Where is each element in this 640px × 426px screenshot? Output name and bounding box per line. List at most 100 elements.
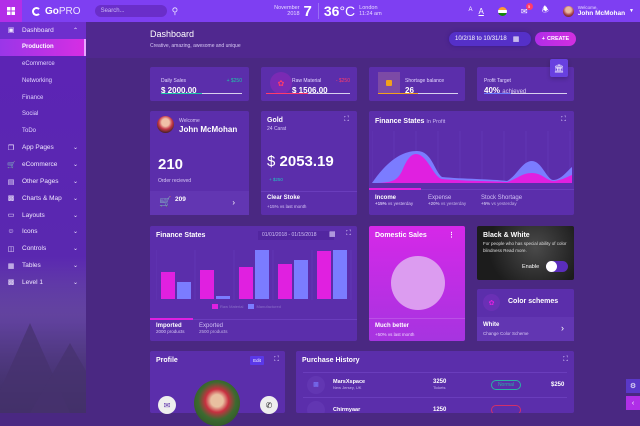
chevron-down-icon: ⌄ bbox=[72, 179, 78, 186]
stat-change: + $250 bbox=[226, 78, 242, 84]
search-icon[interactable]: ⚲ bbox=[171, 5, 179, 16]
sidebar-item-controls[interactable]: ◫ Controls ⌄ bbox=[0, 240, 86, 257]
status-badge: Normal bbox=[491, 379, 521, 390]
tab-stock-shortage[interactable]: Stock Shortage +5% vs yesterday bbox=[481, 195, 522, 206]
logo[interactable]: Go PRO bbox=[32, 6, 81, 17]
expand-icon[interactable]: ⛶ bbox=[344, 116, 349, 123]
main-content: Dashboard Creative, amazing, awesome and… bbox=[86, 22, 640, 426]
expand-icon[interactable]: ⛶ bbox=[561, 116, 566, 123]
chevron-right-icon[interactable]: › bbox=[561, 323, 564, 333]
sidebar-sub-todo[interactable]: ToDo bbox=[22, 128, 37, 135]
sidebar-item-icons[interactable]: ☺ Icons ⌄ bbox=[0, 224, 86, 241]
products-footer[interactable]: 🛒 209 › bbox=[150, 191, 249, 215]
bar-chart-icon: ▩ bbox=[7, 195, 15, 203]
caret-down-icon: ▼ bbox=[629, 8, 634, 14]
welcome-name: John McMohan bbox=[179, 125, 238, 134]
apps-grid-button[interactable] bbox=[0, 0, 22, 22]
legend-label: Manufactured bbox=[256, 304, 281, 309]
tab-sub: 2000 products bbox=[156, 329, 185, 334]
sidebar-item-label: Tables bbox=[22, 262, 41, 270]
sidebar-sub-production[interactable]: Production bbox=[0, 38, 86, 56]
sidebar-item-label: Layouts bbox=[22, 211, 45, 219]
mail-icon: ✉ bbox=[163, 400, 171, 410]
chevron-down-icon: ⌄ bbox=[72, 246, 78, 253]
orders-label: Order recieved bbox=[158, 178, 192, 184]
sidebar-sub-finance[interactable]: Finance bbox=[22, 94, 44, 101]
bell-icon[interactable]: 🕭 bbox=[541, 5, 549, 14]
settings-button[interactable]: ⚙ bbox=[626, 379, 640, 393]
tab-label: Income bbox=[375, 195, 397, 201]
purchase-row[interactable]: ▩ MarsXspace New Jersey, UK 3250 Tickets… bbox=[303, 372, 567, 396]
gold-change: + $250 bbox=[269, 177, 283, 182]
bank-icon[interactable]: 🏛 bbox=[550, 59, 568, 77]
calendar-icon[interactable]: ▦ bbox=[329, 231, 336, 238]
sidebar-item-app-pages[interactable]: ❐ App Pages ⌄ bbox=[0, 140, 86, 157]
sidebar-item-charts-map[interactable]: ▩ Charts & Map ⌄ bbox=[0, 190, 86, 207]
tab-exported[interactable]: Exported 2500 products bbox=[199, 323, 228, 334]
sidebar-sub-social[interactable]: Social bbox=[22, 111, 39, 118]
gear-icon: ⚙ bbox=[629, 383, 637, 390]
divider bbox=[261, 191, 357, 192]
finance-area-subtitle: In Profit bbox=[426, 119, 446, 125]
more-vertical-icon[interactable]: ⋮ bbox=[448, 232, 455, 239]
date-range-picker[interactable]: 10/2/18 to 10/31/18 ▦ bbox=[449, 32, 531, 46]
color-scheme-name: White bbox=[483, 322, 500, 328]
tab-expense[interactable]: Expense +20% vs yesterday bbox=[428, 195, 466, 206]
tab-change: +20% bbox=[428, 201, 440, 206]
expand-icon[interactable]: ⛶ bbox=[563, 356, 568, 363]
sidebar-sub-networking[interactable]: Networking bbox=[22, 77, 53, 84]
purchase-row[interactable]: Chirmyaar 1250 bbox=[303, 397, 567, 413]
tab-label: Exported bbox=[199, 323, 224, 329]
chevron-left-icon: ‹ bbox=[631, 399, 635, 407]
calendar-icon: ▦ bbox=[512, 36, 520, 43]
user-menu[interactable]: Welcome, John McMohan ▼ bbox=[562, 5, 634, 17]
language-flag-icon[interactable] bbox=[497, 6, 507, 16]
sidebar-item-other-pages[interactable]: ▤ Other Pages ⌄ bbox=[0, 173, 86, 190]
legend-label: Raw Material bbox=[220, 304, 244, 309]
expand-icon[interactable]: ⛶ bbox=[346, 230, 351, 237]
finance-bar-date-range[interactable]: 01/01/2018 - 01/15/2018 bbox=[258, 231, 334, 240]
sidebar-item-label: Dashboard bbox=[22, 26, 54, 34]
font-small-icon[interactable]: A bbox=[468, 6, 473, 13]
pie-chart bbox=[391, 256, 445, 310]
black-white-card: Black & White For people who has special… bbox=[477, 226, 574, 280]
building-icon bbox=[307, 400, 325, 413]
collapse-panel-button[interactable]: ‹ bbox=[626, 396, 640, 410]
create-button[interactable]: + CREATE bbox=[535, 32, 576, 46]
sidebar-item-layouts[interactable]: ▭ Layouts ⌄ bbox=[0, 207, 86, 224]
sidebar-item-label: App Pages bbox=[22, 144, 54, 152]
gear-icon: ✿ bbox=[483, 294, 500, 311]
chart-legend: Raw Material Manufactured bbox=[212, 304, 281, 310]
tab-imported[interactable]: Imported 2000 products bbox=[156, 323, 185, 334]
tab-sub: vs yesterday bbox=[386, 201, 414, 206]
sidebar-item-label: Controls bbox=[22, 245, 47, 253]
stat-value-number: 40% bbox=[484, 86, 501, 95]
search-input[interactable]: Search... bbox=[94, 5, 167, 17]
chevron-down-icon: ⌄ bbox=[72, 162, 78, 169]
color-scheme-footer[interactable]: White Change Color Scheme › bbox=[477, 317, 574, 341]
font-large-icon[interactable]: A bbox=[478, 6, 484, 16]
stat-label: Raw Material bbox=[292, 78, 322, 84]
sidebar-item-dashboard[interactable]: ▣ Dashboard ⌃ bbox=[0, 22, 86, 39]
gold-value: $ 2053.19 bbox=[267, 153, 334, 170]
mail-button[interactable]: ✉ bbox=[158, 396, 176, 414]
stat-card-daily-sales: Daily Sales $ 2000.00 + $250 bbox=[150, 67, 249, 101]
edit-button[interactable]: Edit bbox=[250, 356, 264, 365]
sidebar-item-tables[interactable]: ▦ Tables ⌄ bbox=[0, 257, 86, 274]
location-time: London 11:24 am bbox=[359, 5, 382, 17]
sidebar-item-ecommerce[interactable]: 🛒 eCommerce ⌄ bbox=[0, 156, 86, 173]
purchase-history-title: Purchase History bbox=[302, 357, 360, 364]
date-month: November bbox=[274, 5, 300, 11]
bw-title: Black & White bbox=[483, 232, 530, 239]
sidebar-item-level-1[interactable]: ▩ Level 1 ⌄ bbox=[0, 274, 86, 291]
bw-toggle[interactable] bbox=[546, 261, 568, 272]
mail-icon[interactable]: ✉ 5 bbox=[521, 2, 533, 16]
tab-income[interactable]: Income +15% vs yesterday bbox=[375, 195, 413, 206]
sidebar: ▣ Dashboard ⌃ Production eCommerce Netwo… bbox=[0, 22, 86, 413]
phone-button[interactable]: ✆ bbox=[260, 396, 278, 414]
expand-icon[interactable]: ⛶ bbox=[274, 356, 279, 363]
chevron-right-icon[interactable]: › bbox=[232, 198, 235, 207]
sidebar-sub-ecommerce[interactable]: eCommerce bbox=[22, 60, 55, 67]
logo-g-icon bbox=[32, 6, 41, 16]
finance-bar-chart bbox=[156, 250, 352, 300]
